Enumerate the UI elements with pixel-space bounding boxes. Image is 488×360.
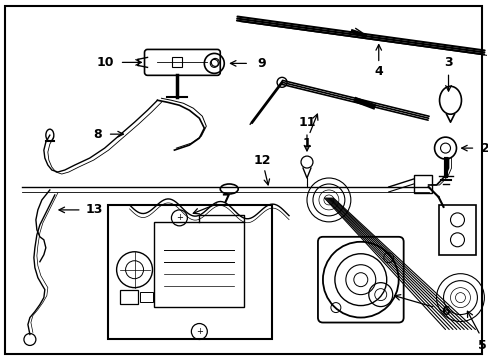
Bar: [139, 292, 153, 302]
Text: 10: 10: [97, 56, 114, 69]
Text: 5: 5: [477, 339, 486, 352]
Text: +: +: [196, 327, 203, 336]
FancyBboxPatch shape: [144, 49, 220, 75]
Bar: [107, 205, 271, 339]
Text: 1: 1: [302, 137, 311, 150]
Text: 3: 3: [443, 56, 452, 69]
Bar: [438, 205, 475, 255]
Text: 9: 9: [257, 57, 266, 70]
Bar: [172, 57, 182, 67]
Text: 6: 6: [440, 305, 449, 318]
Text: +: +: [176, 213, 183, 222]
Bar: [413, 175, 431, 193]
Text: 12: 12: [253, 154, 270, 167]
Ellipse shape: [220, 184, 238, 194]
Text: 7: 7: [221, 193, 229, 206]
Text: 4: 4: [374, 65, 382, 78]
Text: 8: 8: [93, 128, 102, 141]
FancyBboxPatch shape: [317, 237, 403, 323]
Text: 13: 13: [86, 203, 103, 216]
Bar: [120, 290, 137, 303]
Text: 11: 11: [298, 116, 315, 129]
Bar: [154, 222, 244, 307]
Text: 2: 2: [480, 141, 488, 154]
